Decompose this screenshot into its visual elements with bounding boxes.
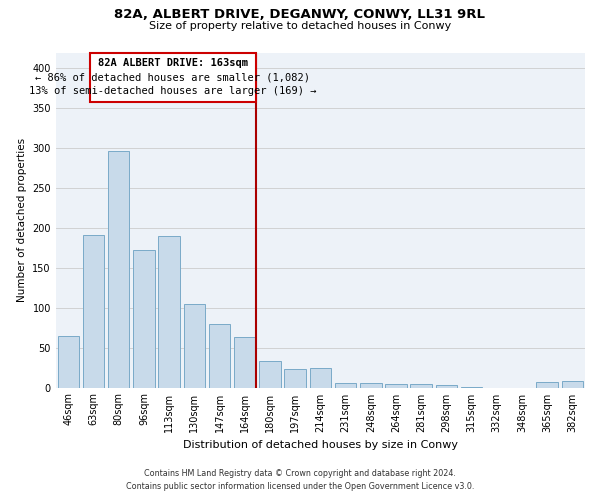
Bar <box>385 384 407 388</box>
Bar <box>360 383 382 388</box>
Y-axis label: Number of detached properties: Number of detached properties <box>17 138 27 302</box>
Text: 82A, ALBERT DRIVE, DEGANWY, CONWY, LL31 9RL: 82A, ALBERT DRIVE, DEGANWY, CONWY, LL31 … <box>115 8 485 20</box>
X-axis label: Distribution of detached houses by size in Conwy: Distribution of detached houses by size … <box>183 440 458 450</box>
Text: 82A ALBERT DRIVE: 163sqm: 82A ALBERT DRIVE: 163sqm <box>98 58 248 68</box>
Bar <box>209 324 230 388</box>
Bar <box>259 361 281 388</box>
Bar <box>83 235 104 388</box>
Bar <box>58 336 79 388</box>
Bar <box>410 384 432 388</box>
Bar <box>562 381 583 388</box>
Text: ← 86% of detached houses are smaller (1,082): ← 86% of detached houses are smaller (1,… <box>35 72 310 82</box>
Bar <box>133 250 155 388</box>
Text: Size of property relative to detached houses in Conwy: Size of property relative to detached ho… <box>149 21 451 31</box>
Text: Contains HM Land Registry data © Crown copyright and database right 2024.
Contai: Contains HM Land Registry data © Crown c… <box>126 470 474 491</box>
Bar <box>436 385 457 388</box>
Bar <box>234 338 256 388</box>
Bar <box>310 368 331 388</box>
Bar <box>108 150 130 388</box>
Text: 13% of semi-detached houses are larger (169) →: 13% of semi-detached houses are larger (… <box>29 86 317 96</box>
Bar <box>184 304 205 388</box>
Bar <box>158 236 180 388</box>
Bar <box>461 387 482 388</box>
Bar <box>335 383 356 388</box>
Bar <box>284 369 306 388</box>
FancyBboxPatch shape <box>90 52 256 102</box>
Bar <box>536 382 558 388</box>
